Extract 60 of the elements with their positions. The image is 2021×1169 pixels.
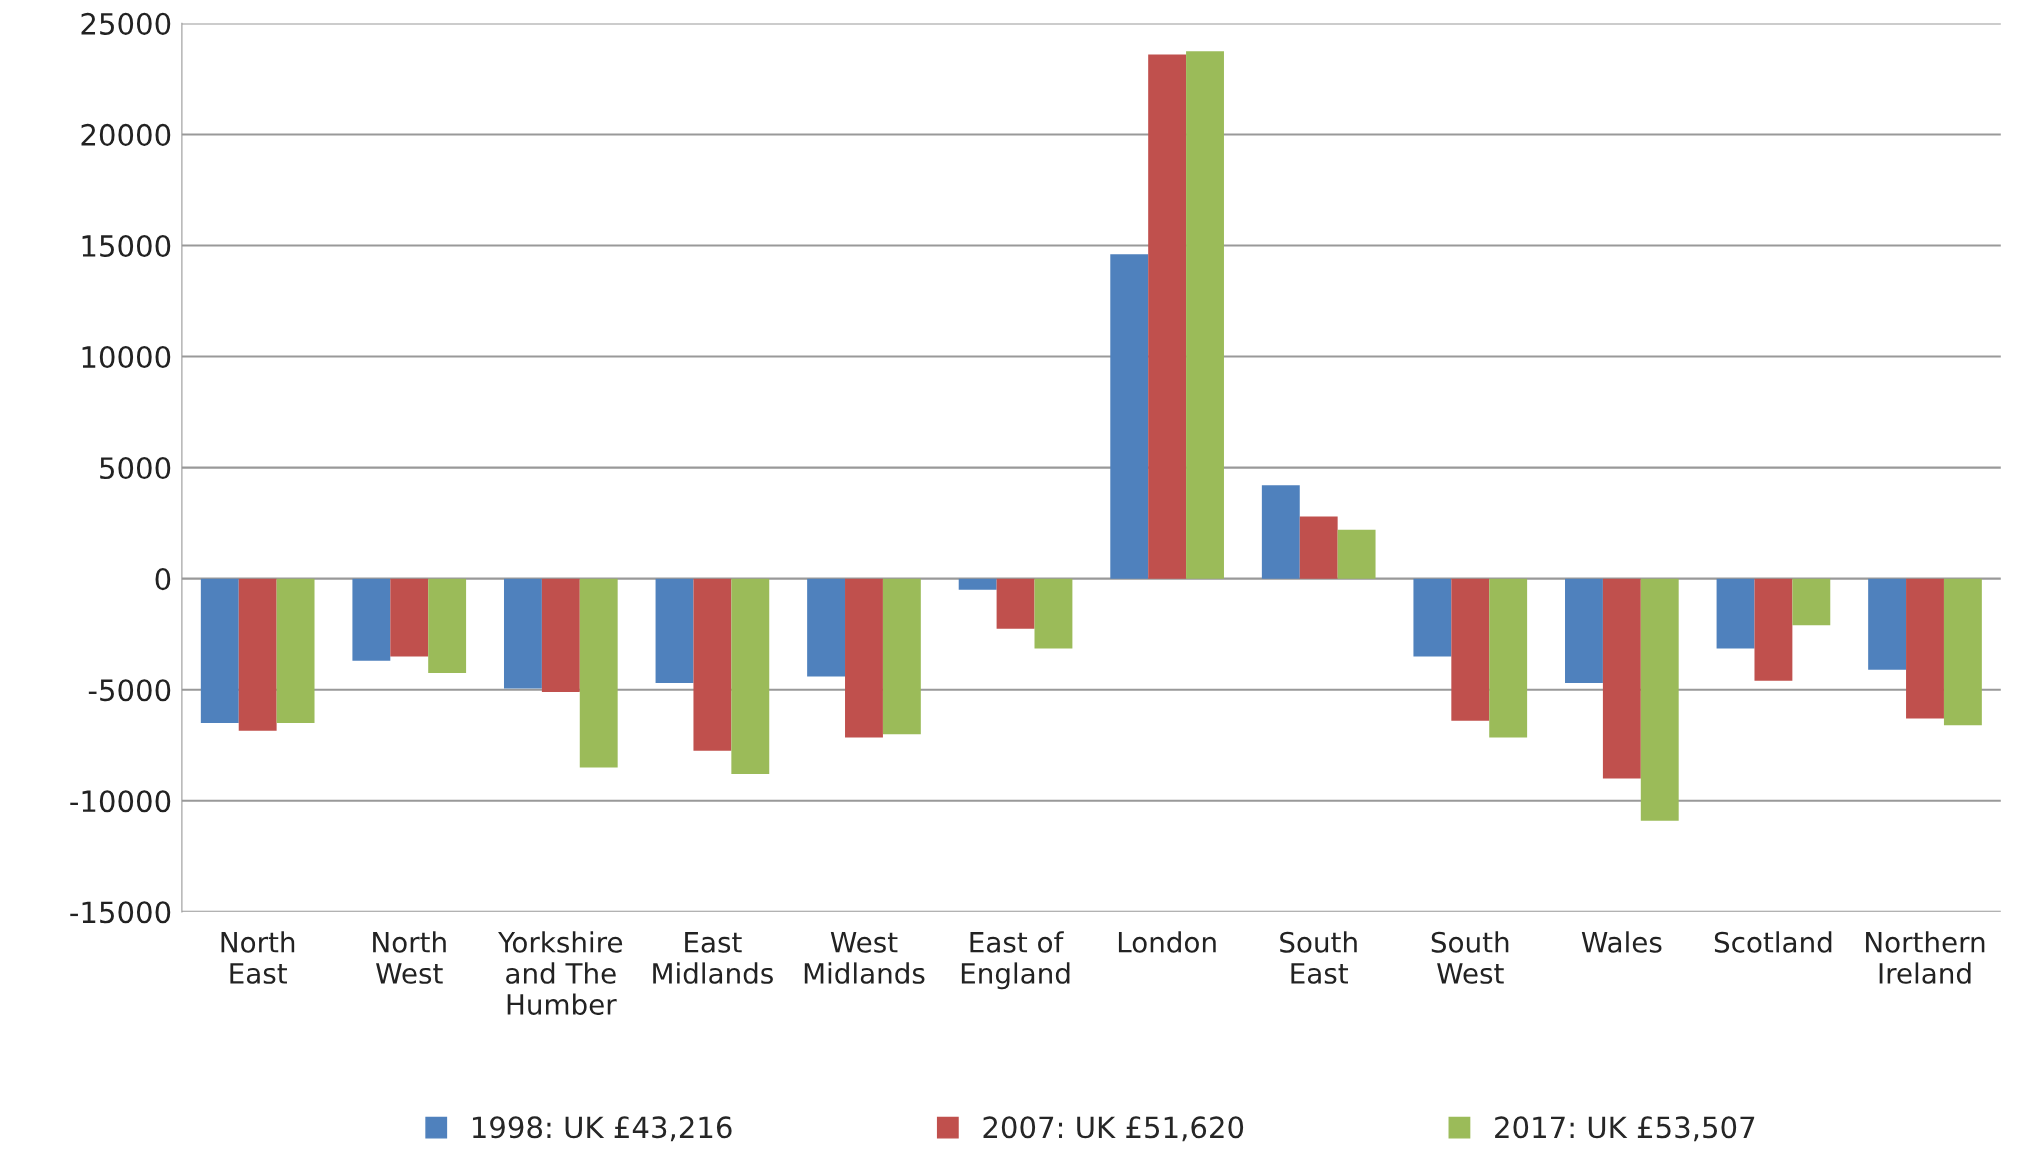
bar bbox=[1565, 578, 1603, 684]
bar bbox=[1299, 516, 1338, 579]
y-tick-label: -10000 bbox=[70, 790, 171, 813]
bar bbox=[1754, 578, 1793, 681]
bar bbox=[503, 578, 542, 689]
y-tick-label: 20000 bbox=[81, 123, 171, 146]
legend-label: 1998: UK £43,216 bbox=[472, 1116, 732, 1142]
bar bbox=[238, 578, 277, 731]
legend-label: 2007: UK £51,620 bbox=[983, 1116, 1244, 1142]
bar bbox=[1186, 51, 1224, 579]
x-tick-label: Yorkshire and The Humber bbox=[498, 931, 623, 1015]
y-tick-label: 0 bbox=[155, 568, 171, 591]
x-tick-label: Northern Ireland bbox=[1866, 931, 1985, 984]
bar bbox=[541, 578, 580, 692]
bar bbox=[1261, 485, 1300, 579]
bar bbox=[655, 578, 694, 684]
bar bbox=[200, 578, 239, 724]
x-tick-label: East Midlands bbox=[653, 932, 773, 984]
bar bbox=[1110, 254, 1149, 579]
bar bbox=[845, 578, 883, 738]
bar bbox=[1602, 578, 1641, 779]
y-tick-label: -15000 bbox=[70, 901, 171, 924]
bar bbox=[1792, 578, 1831, 626]
bar bbox=[958, 578, 997, 590]
x-tick-label: South West bbox=[1431, 931, 1509, 984]
bar bbox=[1034, 578, 1073, 649]
y-tick-label: 25000 bbox=[81, 12, 171, 35]
bar bbox=[1413, 578, 1452, 657]
y-tick-label: 10000 bbox=[82, 345, 171, 369]
bar bbox=[579, 578, 618, 768]
bar bbox=[693, 578, 732, 751]
x-tick-label: West Midlands bbox=[804, 932, 925, 984]
bar bbox=[1716, 578, 1755, 649]
x-tick-label: North East bbox=[221, 931, 295, 984]
bar bbox=[390, 578, 429, 657]
x-tick-label: Wales bbox=[1581, 931, 1662, 953]
x-tick-label: Scotland bbox=[1714, 931, 1832, 953]
bar bbox=[1868, 578, 1907, 670]
bar bbox=[1943, 578, 1982, 726]
y-tick-label: 15000 bbox=[82, 234, 171, 257]
bar bbox=[807, 578, 846, 677]
bar bbox=[996, 578, 1035, 629]
bar bbox=[1451, 578, 1490, 721]
x-tick-label: East of England bbox=[961, 931, 1070, 990]
bar bbox=[352, 578, 391, 661]
y-tick-label: 5000 bbox=[100, 457, 171, 480]
bar bbox=[1337, 529, 1376, 579]
bar bbox=[731, 578, 770, 775]
bar bbox=[1148, 54, 1187, 579]
bar bbox=[1640, 578, 1679, 821]
x-tick-label: London bbox=[1118, 931, 1216, 953]
bar bbox=[1489, 578, 1528, 738]
bar bbox=[276, 578, 315, 724]
legend-label: 2017: UK £53,507 bbox=[1495, 1116, 1755, 1142]
y-tick-label: -5000 bbox=[88, 679, 171, 702]
bar bbox=[882, 578, 921, 735]
x-tick-label: North West bbox=[373, 931, 446, 984]
bar bbox=[428, 578, 467, 674]
x-tick-label: South East bbox=[1280, 931, 1357, 984]
bar bbox=[1906, 578, 1944, 719]
